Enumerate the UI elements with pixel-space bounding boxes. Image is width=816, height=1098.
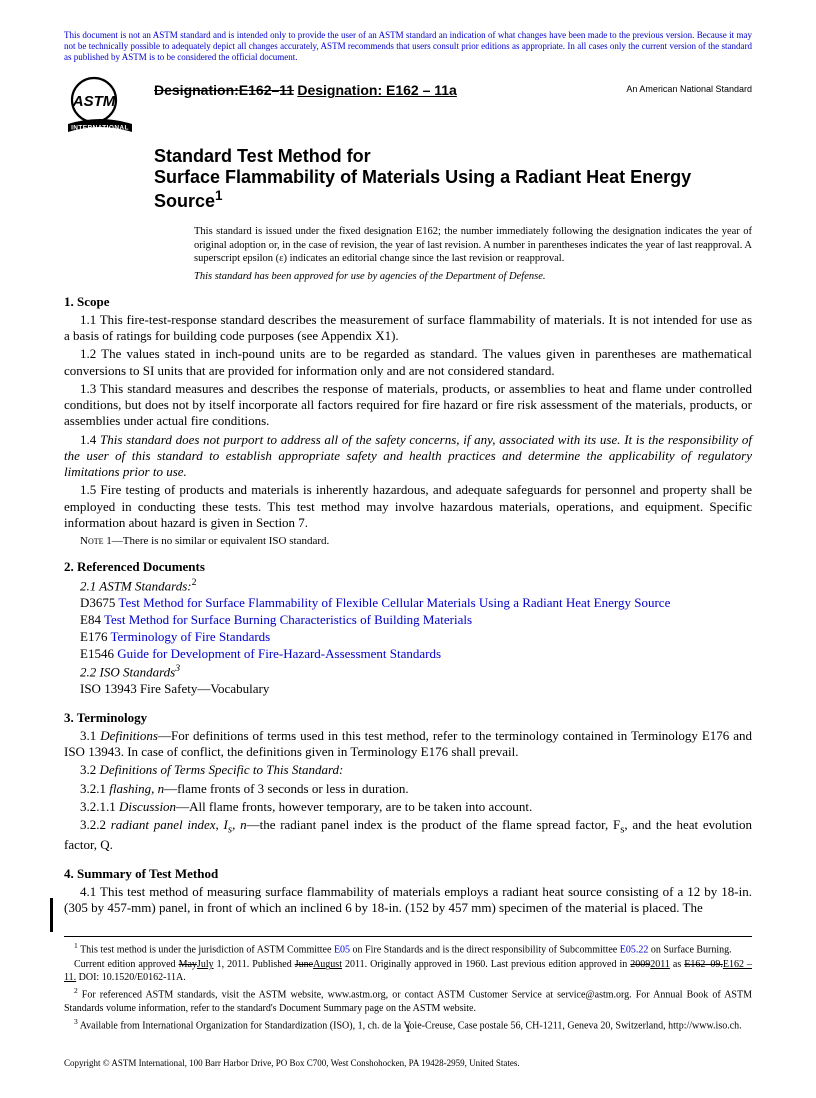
link-e84[interactable]: Test Method for Surface Burning Characte… [104,612,472,627]
para-1-4: 1.4 1.4 This standard does not purport t… [64,432,752,481]
footnote-2: 2 For referenced ASTM standards, visit t… [64,986,752,1014]
top-disclaimer: This document is not an ASTM standard an… [64,30,752,62]
para-1-2: 1.2 The values stated in inch-pound unit… [64,346,752,379]
ref-d3675: D3675 Test Method for Surface Flammabili… [64,595,752,612]
svg-text:INTERNATIONAL: INTERNATIONAL [71,125,129,132]
footnote-1-line2: Current edition approved MayJuly 1, 2011… [64,958,752,984]
note-1: Note 1—There is no similar or equivalent… [80,535,752,547]
para-1-1: 1.1 This fire-test-response standard des… [64,312,752,345]
section-4-head: 4. Summary of Test Method [64,866,752,882]
footnotes: 1 This test method is under the jurisdic… [64,936,752,1032]
title-line1: Standard Test Method for [154,146,752,167]
ref-2-1: 2.1 ASTM Standards:2 [64,577,752,595]
ref-iso13943: ISO 13943 Fire Safety—Vocabulary [64,681,752,698]
national-standard-label: An American National Standard [626,76,752,94]
para-3-2: 3.2 Definitions of Terms Specific to Thi… [64,762,752,778]
para-3-1: 3.1 Definitions—For definitions of terms… [64,728,752,761]
astm-logo: ASTM INTERNATIONAL [64,76,136,136]
designation-current: Designation: E162 – 11a [297,82,457,98]
para-4-1: 4.1 This test method of measuring surfac… [64,884,752,917]
link-e1546[interactable]: Guide for Development of Fire-Hazard-Ass… [117,646,441,661]
svg-text:ASTM: ASTM [72,93,116,110]
title-line2: Surface Flammability of Materials Using … [154,167,752,211]
ref-e1546: E1546 Guide for Development of Fire-Haza… [64,646,752,663]
link-e05[interactable]: E05 [334,944,350,955]
designation-block: Designation:E162–11 Designation: E162 – … [154,76,626,99]
header-row: ASTM INTERNATIONAL Designation:E162–11 D… [64,76,752,136]
section-3-head: 3. Terminology [64,710,752,726]
para-1-3: 1.3 This standard measures and describes… [64,381,752,430]
para-3-2-1: 3.2.1 flashing, n—flame fronts of 3 seco… [64,781,752,797]
para-3-2-2: 3.2.2 radiant panel index, Is, n—the rad… [64,817,752,853]
para-1-5: 1.5 Fire testing of products and materia… [64,482,752,531]
revision-bar [50,898,53,932]
copyright: Copyright © ASTM International, 100 Barr… [64,1058,752,1068]
para-3-2-1-1: 3.2.1.1 Discussion—All flame fronts, how… [64,799,752,815]
ref-2-2: 2.2 ISO Standards3 [64,663,752,681]
designation-struck: Designation:E162–11 [154,82,294,98]
page-number: 1 [0,1021,816,1036]
section-1-head: 1. Scope [64,294,752,310]
link-e05-22[interactable]: E05.22 [620,944,649,955]
link-e176[interactable]: Terminology of Fire Standards [110,629,270,644]
footnote-1: 1 This test method is under the jurisdic… [64,941,752,956]
issuance-note: This standard is issued under the fixed … [194,225,752,264]
ref-e176: E176 Terminology of Fire Standards [64,629,752,646]
section-2-head: 2. Referenced Documents [64,559,752,575]
link-d3675[interactable]: Test Method for Surface Flammability of … [118,595,670,610]
title-block: Standard Test Method for Surface Flammab… [154,146,752,281]
dod-approval: This standard has been approved for use … [194,271,752,282]
ref-e84: E84 Test Method for Surface Burning Char… [64,612,752,629]
